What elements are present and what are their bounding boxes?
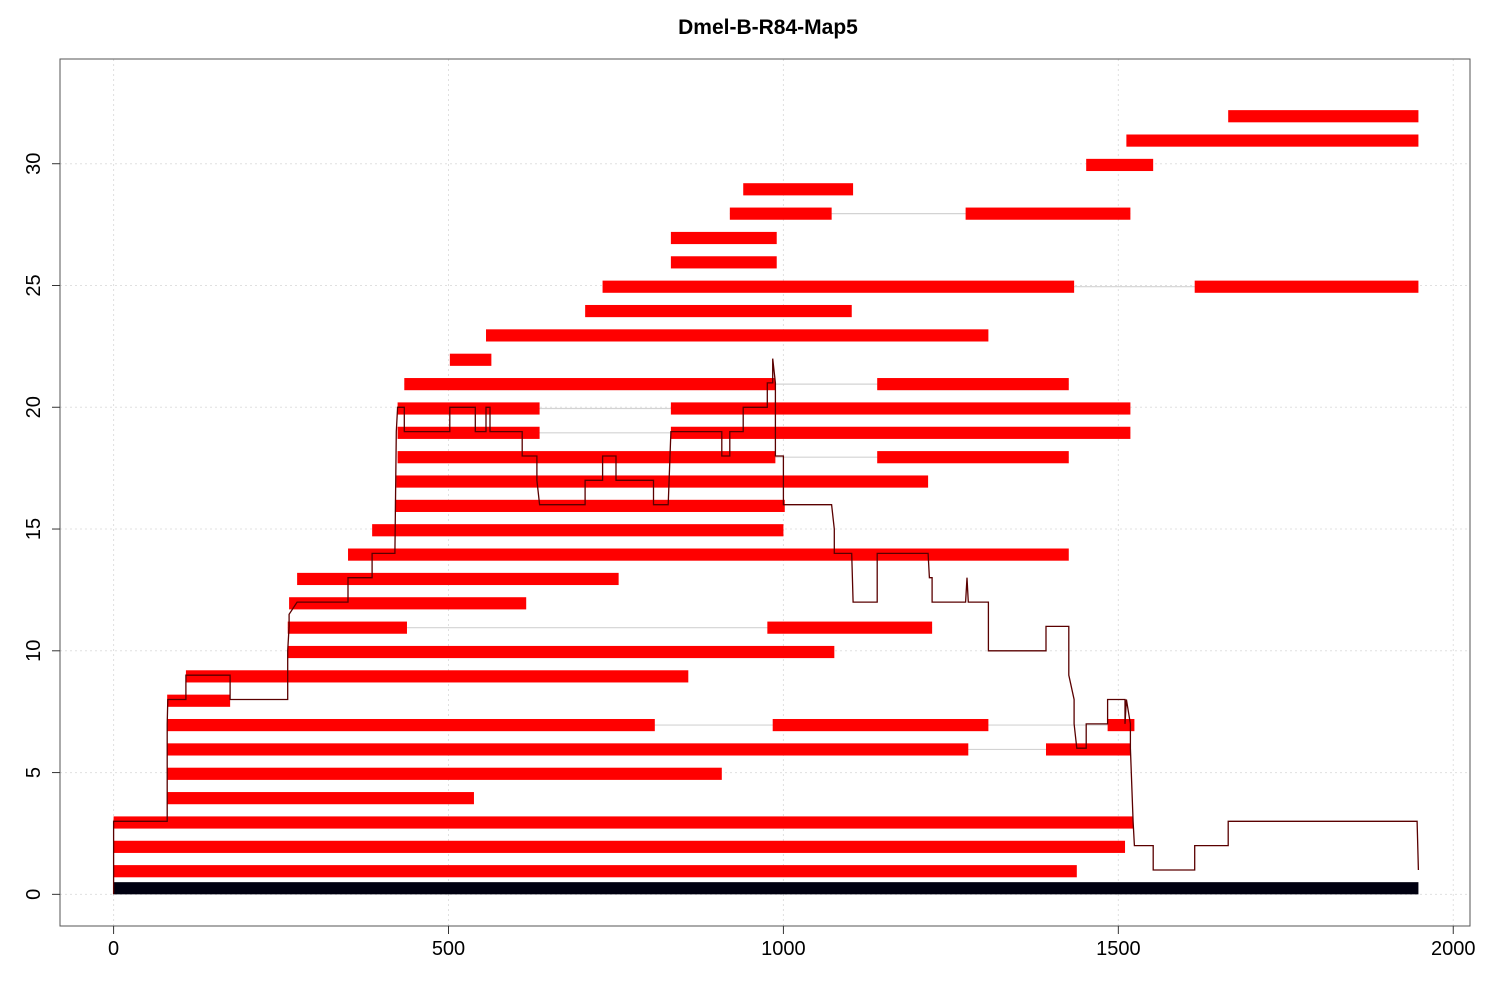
- molecule-segment: [1194, 280, 1419, 293]
- molecule-segment: [113, 865, 1077, 878]
- molecule-segment: [670, 256, 777, 269]
- molecule-segment: [113, 816, 1134, 829]
- x-tick-label: 2000: [1431, 938, 1476, 960]
- molecule-segment: [1086, 158, 1154, 172]
- molecule-segment: [297, 572, 619, 586]
- molecule-segment: [1045, 743, 1131, 756]
- molecule-segment: [585, 304, 852, 318]
- molecule-segment: [602, 280, 1075, 293]
- molecule-segment: [1107, 718, 1135, 732]
- molecule-segment: [396, 475, 929, 488]
- molecule-segment: [185, 670, 689, 683]
- molecule-segment: [397, 451, 776, 464]
- molecule-segment: [167, 694, 231, 707]
- molecule-segment: [729, 207, 832, 220]
- molecule-segment: [670, 426, 1131, 439]
- molecule-segment: [397, 402, 540, 415]
- coverage-line: [112, 358, 1420, 895]
- molecule-segment: [772, 718, 989, 732]
- segment-layer: [113, 110, 1419, 895]
- molecule-segment: [287, 621, 407, 634]
- molecule-segment: [397, 426, 540, 439]
- molecule-segment: [287, 645, 835, 659]
- y-tick-label: 0: [23, 889, 45, 900]
- molecule-segment: [486, 329, 989, 342]
- molecule-segment: [113, 840, 1126, 853]
- y-tick-label: 25: [23, 274, 45, 296]
- y-tick-label: 30: [23, 153, 45, 175]
- axis-layer: 0 500 1000 1500 2000 0 5 10 15 20 25 30: [23, 153, 1476, 960]
- molecule-segment: [394, 499, 785, 512]
- molecule-segment: [167, 767, 722, 780]
- y-tick-label: 20: [23, 396, 45, 418]
- molecule-segment: [289, 597, 527, 610]
- molecule-segment: [167, 792, 474, 805]
- plot-frame: [59, 58, 1471, 927]
- molecule-segment: [372, 524, 784, 537]
- molecule-segment: [767, 621, 933, 634]
- y-tick-label: 15: [23, 518, 45, 540]
- molecule-segment: [1126, 134, 1419, 147]
- molecule-segment: [167, 718, 655, 732]
- molecule-segment: [449, 353, 492, 366]
- x-tick-label: 1000: [761, 938, 806, 960]
- molecule-segment: [965, 207, 1131, 220]
- molecule-segment: [877, 378, 1069, 391]
- molecule-segment: [670, 231, 777, 245]
- molecule-segment: [877, 451, 1069, 464]
- molecule-segment: [404, 378, 776, 391]
- x-tick-label: 1500: [1096, 938, 1141, 960]
- y-tick-label: 10: [23, 640, 45, 662]
- x-tick-label: 0: [108, 938, 119, 960]
- molecule-segment: [1228, 110, 1419, 123]
- molecule-segment: [670, 402, 1131, 415]
- coverage-layer: [112, 358, 1420, 895]
- molecule-segment: [167, 743, 969, 756]
- y-tick-label: 5: [23, 767, 45, 778]
- molecule-segment: [743, 183, 854, 196]
- x-tick-label: 500: [432, 938, 465, 960]
- molecule-segment: [348, 548, 1069, 561]
- chart-title: Dmel-B-R84-Map5: [678, 16, 858, 39]
- reference-bar: [113, 882, 1419, 895]
